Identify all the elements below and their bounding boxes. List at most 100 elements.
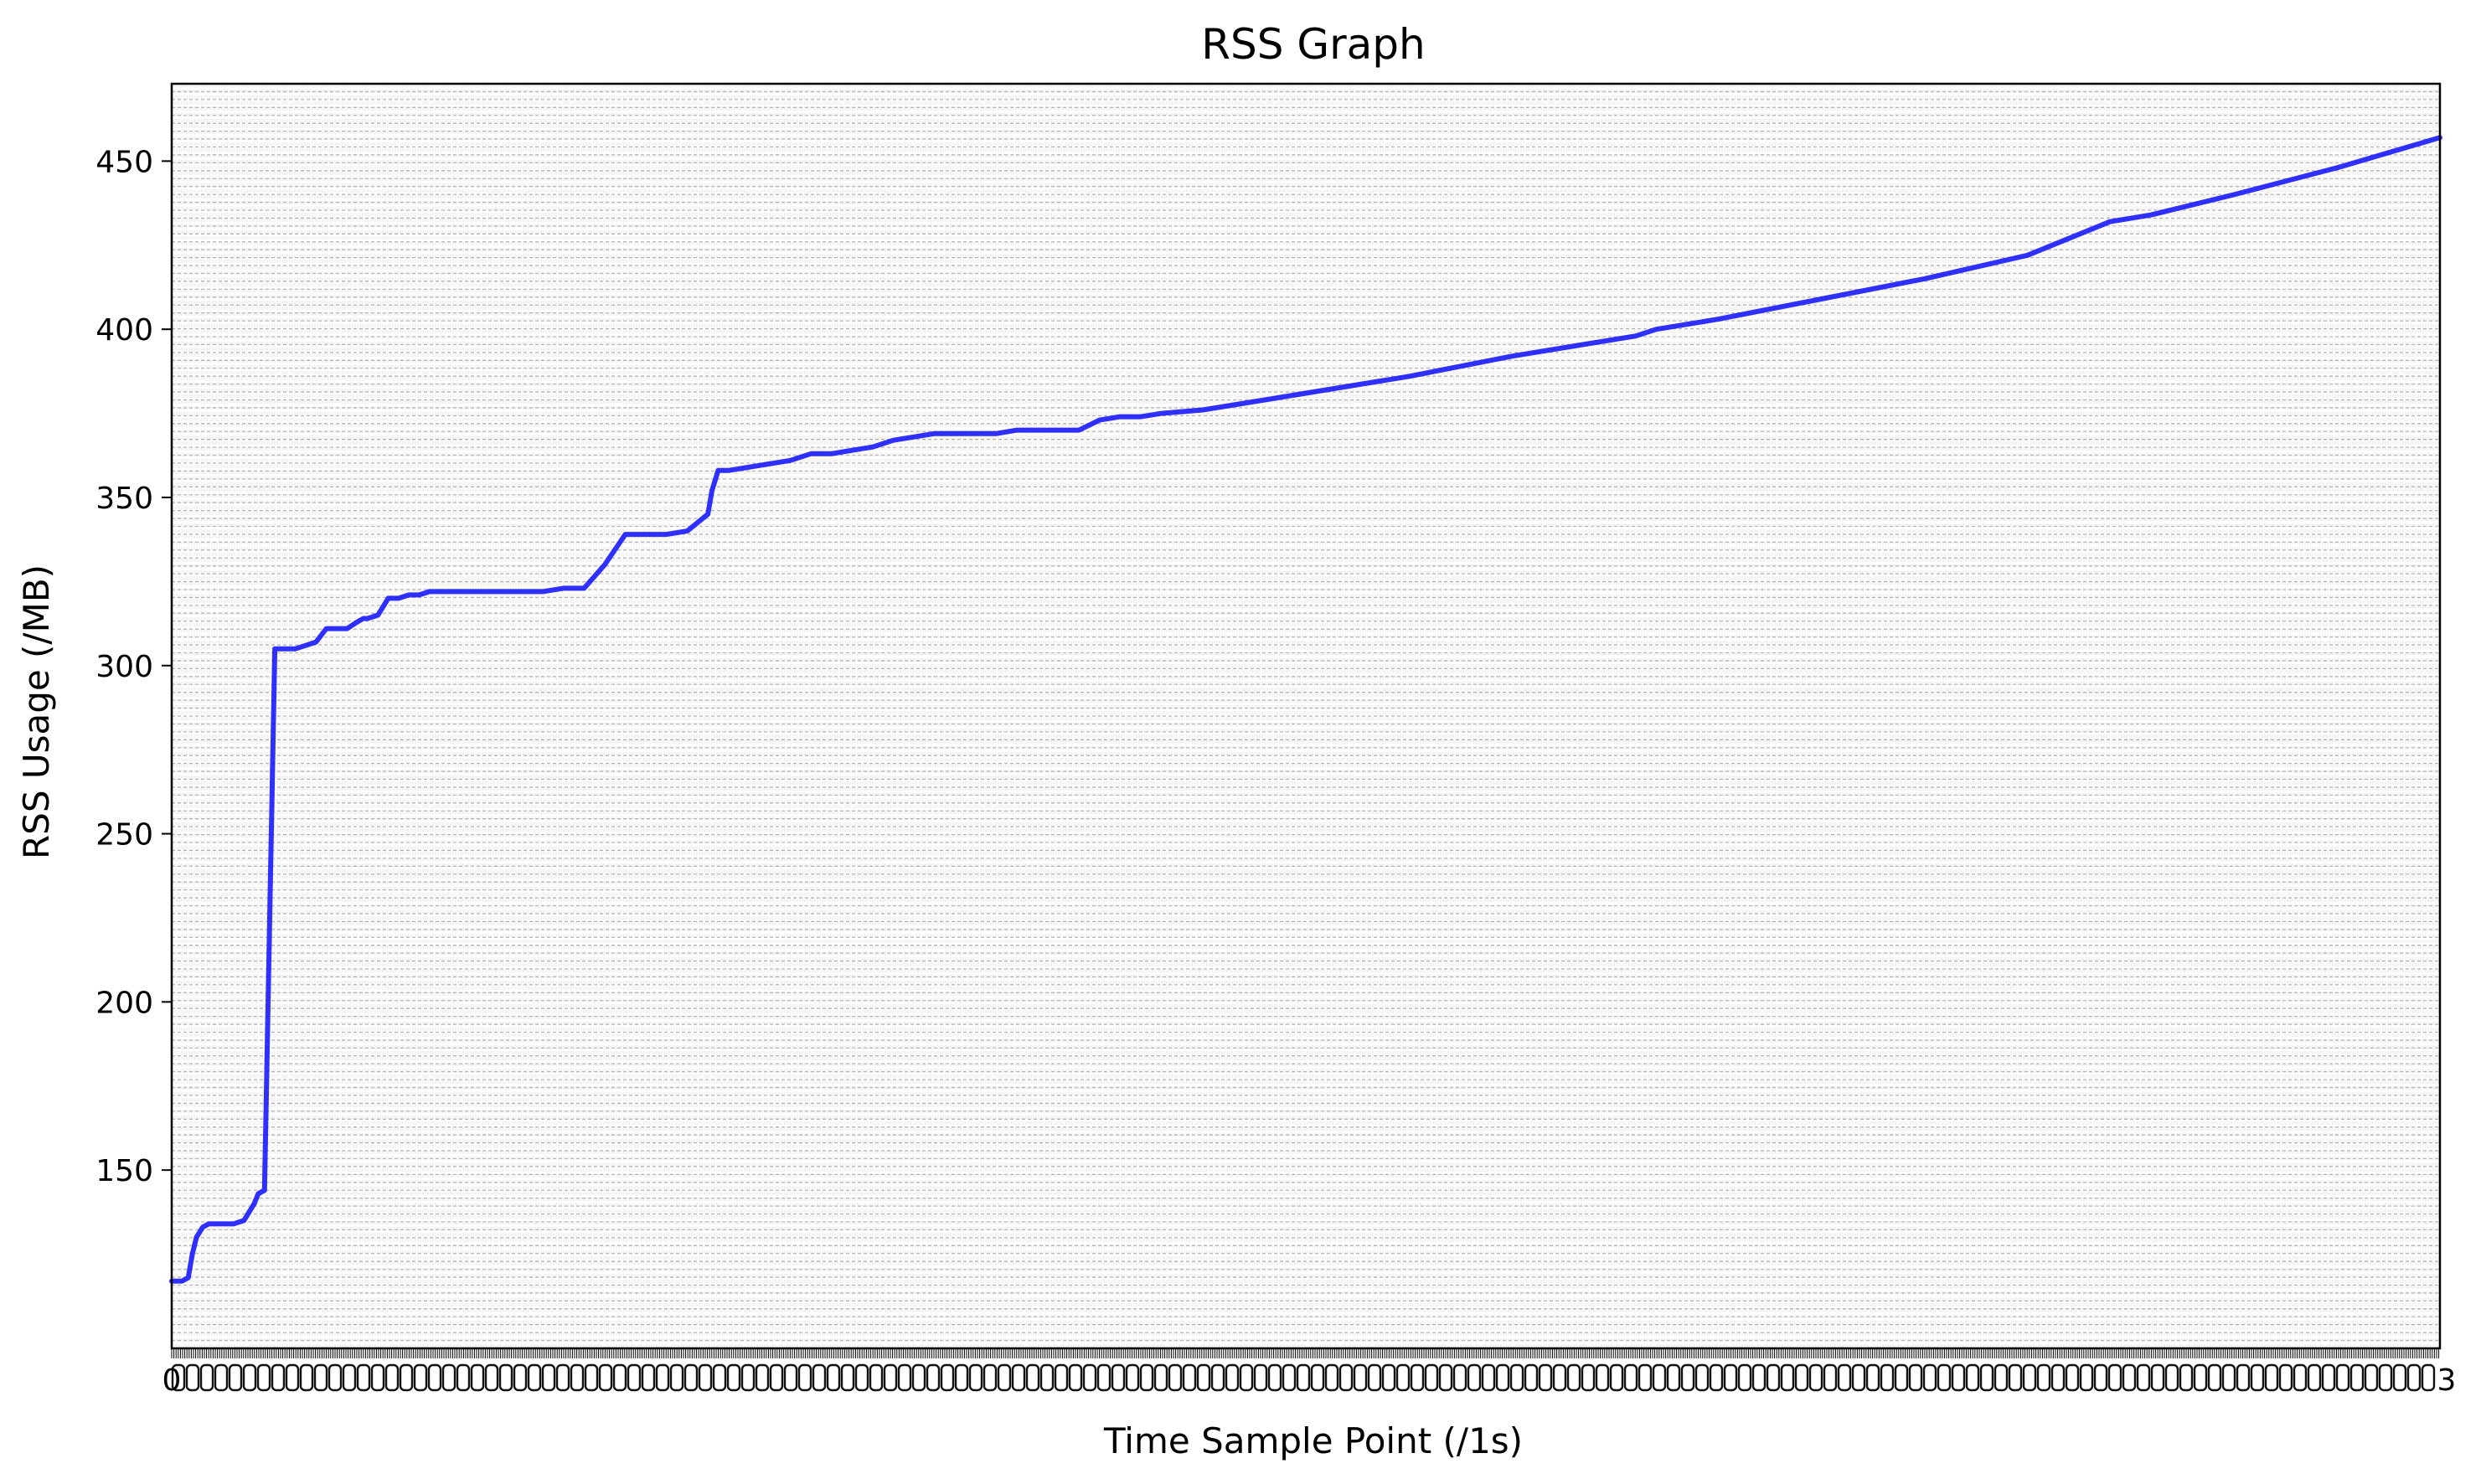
x-tick-label-glyph <box>683 1363 699 1392</box>
x-tick-label-glyph <box>627 1363 642 1392</box>
x-tick-label-glyph <box>883 1363 898 1392</box>
x-tick-label-glyph <box>2022 1363 2037 1392</box>
x-tick-label-glyph <box>1865 1363 1880 1392</box>
x-tick-label-glyph <box>655 1363 670 1392</box>
x-tick-label-glyph <box>1581 1363 1596 1392</box>
x-tick-label-glyph <box>1111 1363 1126 1392</box>
y-axis-label: RSS Usage (/MB) <box>16 564 57 859</box>
x-tick-label-glyph <box>1153 1363 1168 1392</box>
x-tick-label-glyph <box>441 1363 456 1392</box>
x-tick-label-glyph <box>826 1363 841 1392</box>
x-tick-label-glyph <box>2136 1363 2151 1392</box>
x-tick-label-glyph <box>1239 1363 1254 1392</box>
x-tick-label-glyph <box>598 1363 613 1392</box>
x-tick-label-glyph <box>2221 1363 2236 1392</box>
x-tick-label-glyph <box>1808 1363 1823 1392</box>
x-tick-label-glyph <box>911 1363 926 1392</box>
x-tick-label-glyph <box>413 1363 428 1392</box>
x-tick-label-glyph <box>1993 1363 2009 1392</box>
x-tick-label-glyph <box>669 1363 684 1392</box>
x-tick-label-glyph <box>384 1363 400 1392</box>
x-tick-label-glyph <box>1125 1363 1140 1392</box>
x-tick-label-glyph <box>1196 1363 1211 1392</box>
x-tick-label-glyph <box>1139 1363 1154 1392</box>
x-tick-label-glyph <box>1011 1363 1026 1392</box>
x-tick-label-glyph <box>1210 1363 1225 1392</box>
x-tick-label-glyph <box>584 1363 599 1392</box>
x-tick-label-glyph <box>1367 1363 1382 1392</box>
x-tick-label-glyph <box>285 1363 300 1392</box>
x-tick-label-glyph <box>242 1363 257 1392</box>
x-tick-label-glyph <box>2321 1363 2336 1392</box>
x-tick-label-glyph <box>2406 1363 2422 1392</box>
x-tick-label-glyph <box>983 1363 998 1392</box>
x-tick-label-glyph <box>968 1363 983 1392</box>
x-tick-label-glyph <box>2122 1363 2137 1392</box>
x-tick-label-glyph <box>513 1363 528 1392</box>
x-tick-label-glyph <box>1509 1363 1524 1392</box>
x-tick-label-glyph <box>2107 1363 2122 1392</box>
x-tick-label-glyph <box>2093 1363 2108 1392</box>
x-tick-label-glyph <box>555 1363 570 1392</box>
x-tick-label-glyph <box>1552 1363 1567 1392</box>
x-tick-label-glyph <box>271 1363 286 1392</box>
x-tick-label-glyph <box>1082 1363 1097 1392</box>
rss-series-line <box>169 135 2442 1284</box>
x-tick-label-glyph <box>1025 1363 1040 1392</box>
x-tick-label-glyph <box>1680 1363 1695 1392</box>
x-tick-label-glyph <box>1737 1363 1752 1392</box>
x-tick-label-glyph <box>228 1363 243 1392</box>
x-tick-label-glyph <box>1310 1363 1325 1392</box>
x-tick-label-glyph <box>869 1363 884 1392</box>
x-tick-label-glyph <box>755 1363 770 1392</box>
x-tick-label-glyph <box>897 1363 912 1392</box>
x-tick-label-glyph <box>2079 1363 2094 1392</box>
x-tick-label-glyph <box>2250 1363 2265 1392</box>
y-tick-label: 150 <box>95 1154 153 1188</box>
x-tick-label-glyph <box>370 1363 385 1392</box>
x-tick-label-glyph <box>1338 1363 1354 1392</box>
x-tick-label-glyph <box>2065 1363 2080 1392</box>
x-tick-label-glyph <box>1937 1363 1952 1392</box>
x-tick-label-glyph <box>1837 1363 1852 1392</box>
x-tick-label-glyph <box>2236 1363 2251 1392</box>
x-tick-label-glyph <box>997 1363 1012 1392</box>
x-tick-label: 3 <box>2437 1363 2457 1398</box>
x-tick-label-glyph <box>1751 1363 1767 1392</box>
x-tick-label-glyph <box>2349 1363 2365 1392</box>
x-tick-label-glyph <box>712 1363 727 1392</box>
x-tick-label-glyph <box>926 1363 941 1392</box>
x-tick-label-glyph <box>1068 1363 1083 1392</box>
x-tick-label-glyph <box>342 1363 357 1392</box>
x-tick-label-glyph <box>1353 1363 1368 1392</box>
x-tick-label-glyph <box>2335 1363 2350 1392</box>
plot-frame <box>170 82 2442 1350</box>
x-tick-label-glyph <box>740 1363 756 1392</box>
x-tick-label-glyph <box>199 1363 214 1392</box>
x-tick-label-glyph <box>2207 1363 2222 1392</box>
x-tick-label-glyph <box>1908 1363 1923 1392</box>
x-tick-label-glyph <box>1467 1363 1482 1392</box>
x-tick-label-glyph <box>1965 1363 1980 1392</box>
x-tick-label-glyph <box>797 1363 812 1392</box>
x-tick-label-glyph <box>484 1363 499 1392</box>
x-tick-label-glyph <box>1096 1363 1111 1392</box>
x-tick-label-glyph <box>2364 1363 2379 1392</box>
x-tick-label-glyph <box>1324 1363 1339 1392</box>
x-tick-label-glyph <box>726 1363 741 1392</box>
x-tick-label-glyph <box>2008 1363 2023 1392</box>
x-tick-label-glyph <box>1481 1363 1496 1392</box>
x-tick-label-glyph <box>1666 1363 1681 1392</box>
x-tick-label-glyph <box>456 1363 471 1392</box>
x-tick-label-glyph <box>641 1363 656 1392</box>
x-tick-label-glyph <box>1623 1363 1638 1392</box>
x-tick-label-glyph <box>214 1363 229 1392</box>
x-tick-label-glyph <box>1922 1363 1937 1392</box>
x-tick-label-glyph <box>1253 1363 1268 1392</box>
x-tick-label-glyph <box>698 1363 713 1392</box>
x-tick-label-glyph <box>1524 1363 1539 1392</box>
x-tick-label-glyph <box>612 1363 627 1392</box>
